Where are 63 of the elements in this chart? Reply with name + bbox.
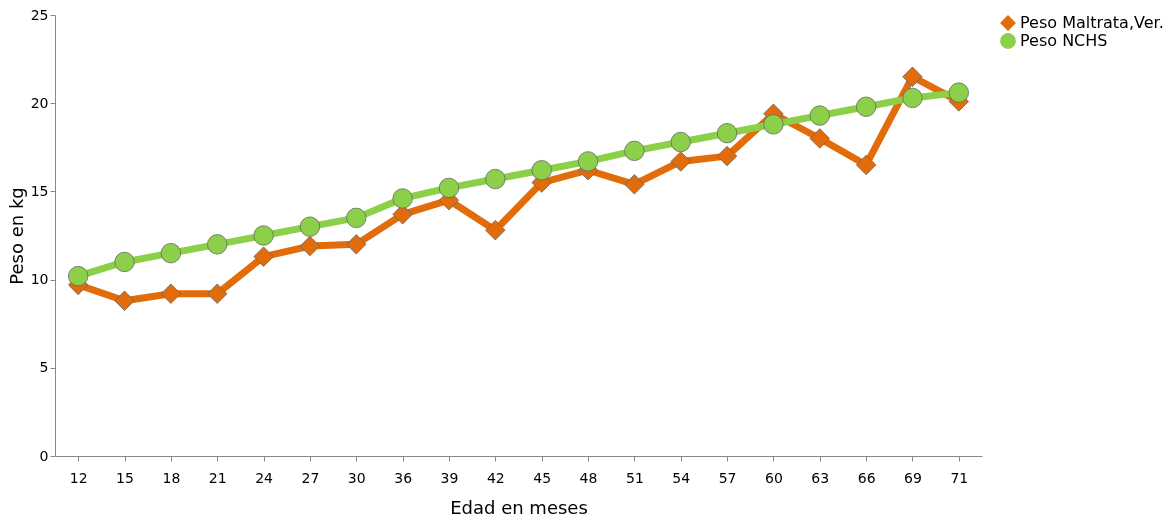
point	[485, 168, 506, 190]
x-tick-label: 21	[208, 469, 227, 486]
point	[114, 290, 135, 311]
point	[114, 251, 135, 273]
x-tick-label: 30	[347, 469, 366, 486]
point	[299, 216, 321, 237]
x-axis-title: Edad en meses	[450, 496, 588, 518]
x-tick-label: 69	[904, 469, 922, 486]
y-tick-label: 5	[39, 359, 49, 376]
point	[392, 188, 413, 209]
point	[624, 174, 645, 195]
point	[670, 131, 691, 153]
x-tick-label: 18	[162, 469, 181, 486]
point	[438, 177, 460, 198]
x-tick-label: 71	[950, 469, 969, 486]
point	[485, 220, 506, 241]
x-tick-label: 66	[857, 469, 876, 486]
y-tick-label: 20	[30, 94, 49, 111]
x-tick-label: 12	[69, 469, 88, 486]
x-tick-label: 63	[811, 469, 830, 486]
point	[253, 246, 274, 267]
point	[577, 151, 599, 172]
point	[299, 235, 321, 257]
point	[624, 140, 645, 161]
point	[809, 105, 830, 126]
x-tick-label: 54	[672, 469, 691, 486]
point	[531, 160, 552, 181]
point	[253, 225, 274, 246]
y-axis-title: Peso en kg	[5, 187, 27, 285]
x-tick-label: 57	[718, 469, 737, 486]
x-tick-label: 15	[116, 469, 134, 486]
point	[160, 243, 182, 264]
y-tick-label: 15	[30, 182, 49, 199]
x-tick-label: 39	[440, 469, 459, 486]
point	[855, 96, 877, 117]
point	[160, 283, 182, 304]
x-tick-label: 27	[301, 469, 320, 486]
point	[68, 265, 89, 287]
point	[902, 87, 923, 109]
legend-label: Peso Maltrata,Ver.	[1020, 13, 1164, 32]
point	[855, 154, 877, 176]
x-tick-label: 24	[255, 469, 274, 486]
legend-label: Peso NCHS	[1020, 31, 1108, 50]
x-tick-label: 42	[486, 469, 505, 486]
x-tick-label: 48	[579, 469, 598, 486]
y-tick-label: 10	[30, 271, 49, 288]
x-tick-label: 51	[625, 469, 644, 486]
point	[948, 82, 969, 103]
point	[716, 123, 738, 144]
point	[346, 234, 367, 255]
x-tick-label: 36	[394, 469, 413, 486]
point	[207, 283, 228, 304]
x-tick-label: 45	[533, 469, 552, 486]
point	[670, 151, 691, 172]
point	[809, 128, 830, 149]
point	[902, 66, 923, 87]
y-tick-label: 0	[39, 447, 49, 464]
point	[763, 114, 784, 135]
x-tick-label: 60	[765, 469, 783, 486]
point	[207, 234, 228, 255]
y-tick-label: 25	[30, 6, 49, 23]
point	[346, 207, 367, 228]
point	[716, 145, 738, 167]
